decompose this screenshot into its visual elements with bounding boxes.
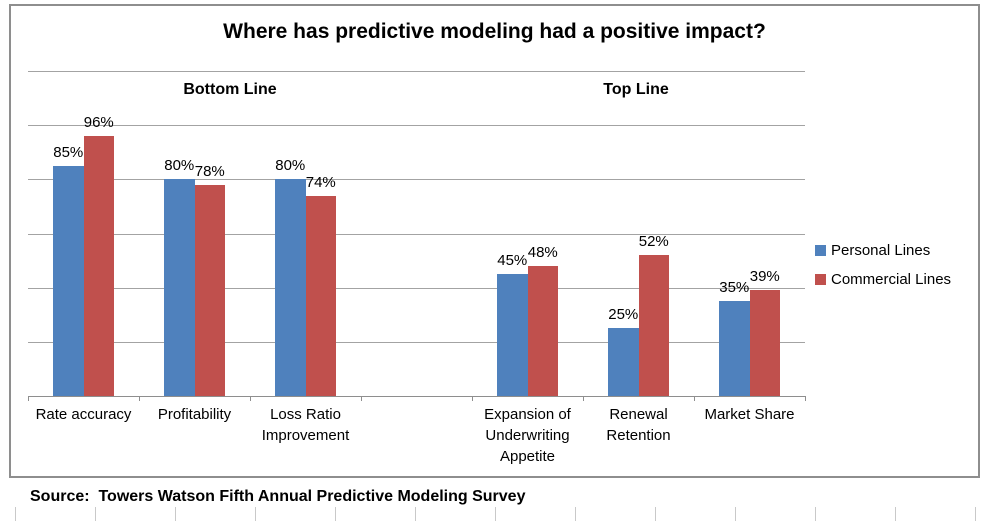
spreadsheet-gridline-tick: [575, 507, 576, 521]
data-label-personal-lines-loss-ratio-improvement: 80%: [275, 157, 306, 175]
spreadsheet-gridline-tick: [335, 507, 336, 521]
x-axis-line: [28, 396, 806, 397]
x-axis-tick: [139, 396, 140, 401]
x-axis-tick: [805, 396, 806, 401]
x-axis-tick: [361, 396, 362, 401]
category-label-market-share: Market Share: [704, 406, 795, 423]
data-label-personal-lines-renewal-retention: 25%: [608, 306, 639, 324]
spreadsheet-gridline-tick: [175, 507, 176, 521]
data-label-personal-lines-market-share: 35%: [719, 279, 750, 297]
legend-swatch-personal-lines: [815, 245, 826, 256]
bar-commercial-lines-rate-accuracy: [83, 136, 114, 396]
chart-title: Where has predictive modeling had a posi…: [223, 20, 766, 43]
category-label-expansion-of-underwriting-appetite: Expansion of Underwriting Appetite: [484, 406, 571, 465]
legend-label-commercial-lines: Commercial Lines: [831, 271, 952, 288]
bar-commercial-lines-expansion-of-underwriting-appetite: [527, 266, 558, 396]
x-axis-tick: [583, 396, 584, 401]
bar-personal-lines-expansion-of-underwriting-appetite: [497, 274, 528, 396]
data-label-commercial-lines-profitability: 78%: [194, 162, 225, 180]
bar-personal-lines-profitability: [164, 179, 195, 396]
spreadsheet-gridline-tick: [415, 507, 416, 521]
data-label-personal-lines-expansion-of-underwriting-appetite: 45%: [497, 252, 528, 270]
bar-commercial-lines-loss-ratio-improvement: [305, 195, 336, 396]
bar-personal-lines-market-share: [719, 301, 750, 396]
gridline-20-pct: [28, 342, 805, 343]
spreadsheet-gridline-tick: [15, 507, 16, 521]
data-label-commercial-lines-expansion-of-underwriting-appetite: 48%: [527, 244, 558, 261]
bar-commercial-lines-renewal-retention: [638, 255, 669, 396]
spreadsheet-gridline-tick: [975, 507, 976, 521]
data-label-commercial-lines-renewal-retention: 52%: [638, 233, 669, 251]
x-axis-tick: [28, 396, 29, 401]
spreadsheet-gridline-tick: [895, 507, 896, 521]
legend-label-personal-lines: Personal Lines: [831, 242, 931, 259]
data-label-personal-lines-profitability: 80%: [164, 157, 195, 175]
spreadsheet-gridline-tick: [655, 507, 656, 521]
category-label-rate-accuracy: Rate accuracy: [35, 406, 132, 423]
spreadsheet-gridline-tick: [815, 507, 816, 521]
x-axis-tick: [250, 396, 251, 401]
data-label-commercial-lines-market-share: 39%: [749, 268, 780, 286]
data-label-commercial-lines-loss-ratio-improvement: 74%: [305, 173, 336, 191]
bar-personal-lines-renewal-retention: [608, 328, 639, 396]
bar-personal-lines-rate-accuracy: [53, 165, 84, 396]
group-label-bottom-line: Bottom Line: [183, 81, 277, 98]
bar-commercial-lines-market-share: [749, 290, 780, 396]
x-axis-tick: [472, 396, 473, 401]
gridline-100-pct: [28, 125, 805, 126]
spreadsheet-gridline-tick: [95, 507, 96, 521]
category-label-renewal-retention: Renewal Retention: [606, 406, 671, 444]
category-label-profitability: Profitability: [157, 406, 232, 423]
spreadsheet-gridline-tick: [735, 507, 736, 521]
gridline-80-pct: [28, 179, 805, 180]
bar-personal-lines-loss-ratio-improvement: [275, 179, 306, 396]
gridline-60-pct: [28, 234, 805, 235]
legend-swatch-commercial-lines: [815, 274, 826, 285]
bar-commercial-lines-profitability: [194, 184, 225, 396]
gridline-40-pct: [28, 288, 805, 289]
category-label-loss-ratio-improvement: Loss Ratio Improvement: [261, 406, 350, 444]
source-note: Source: Towers Watson Fifth Annual Predi…: [30, 488, 526, 505]
data-label-commercial-lines-rate-accuracy: 96%: [83, 114, 114, 131]
gridline-120-pct: [28, 71, 805, 72]
spreadsheet-gridline-tick: [495, 507, 496, 521]
spreadsheet-gridline-tick: [255, 507, 256, 521]
x-axis-tick: [694, 396, 695, 401]
data-label-personal-lines-rate-accuracy: 85%: [53, 143, 84, 161]
group-label-top-line: Top Line: [603, 81, 669, 98]
